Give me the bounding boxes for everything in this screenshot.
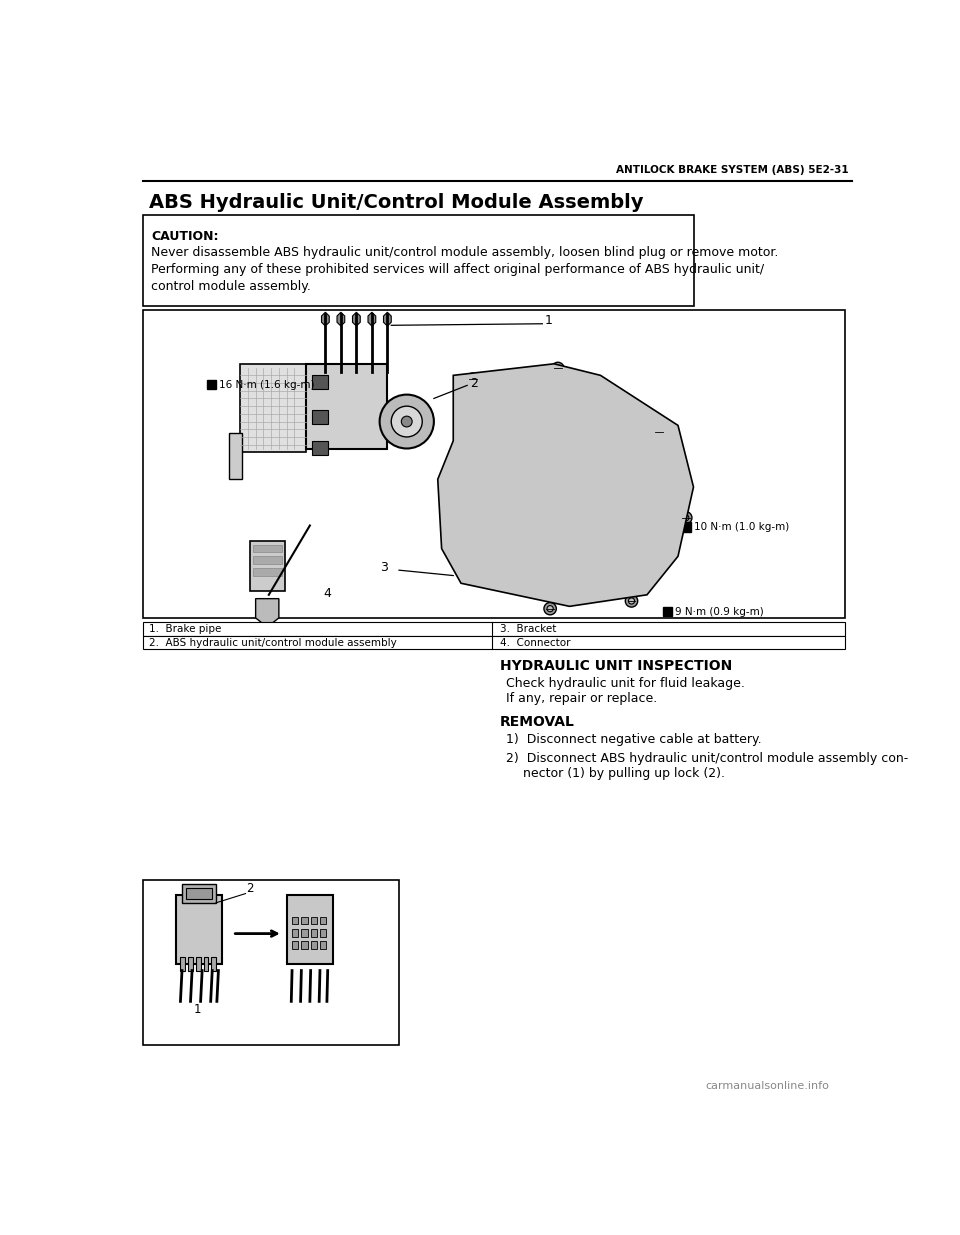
Bar bbox=[182, 884, 216, 903]
Bar bbox=[306, 364, 388, 448]
Text: 4: 4 bbox=[324, 587, 331, 600]
Text: 16 N·m (1.6 kg-m): 16 N·m (1.6 kg-m) bbox=[219, 379, 315, 389]
Bar bbox=[320, 941, 326, 948]
Bar bbox=[143, 636, 845, 650]
Text: carmanualsonline.info: carmanualsonline.info bbox=[706, 1081, 829, 1091]
Ellipse shape bbox=[552, 362, 564, 374]
Ellipse shape bbox=[549, 405, 582, 437]
Ellipse shape bbox=[499, 448, 532, 480]
Bar bbox=[253, 545, 282, 552]
Text: 1.  Brake pipe: 1. Brake pipe bbox=[150, 624, 222, 634]
Bar bbox=[320, 916, 326, 924]
Bar bbox=[211, 957, 216, 971]
Bar bbox=[292, 929, 299, 936]
Bar bbox=[253, 556, 282, 564]
Text: 9 N·m (0.9 kg-m): 9 N·m (0.9 kg-m) bbox=[675, 606, 763, 616]
Bar bbox=[292, 916, 299, 924]
Text: 2.  ABS hydraulic unit/control module assembly: 2. ABS hydraulic unit/control module ass… bbox=[150, 637, 397, 647]
Bar bbox=[176, 895, 223, 965]
Bar bbox=[204, 957, 208, 971]
Bar bbox=[143, 879, 399, 1045]
Bar bbox=[143, 621, 845, 636]
Text: ANTILOCK BRAKE SYSTEM (ABS) 5E2-31: ANTILOCK BRAKE SYSTEM (ABS) 5E2-31 bbox=[616, 164, 849, 175]
Polygon shape bbox=[368, 312, 375, 326]
Bar bbox=[240, 364, 306, 452]
Bar bbox=[682, 522, 691, 531]
Bar bbox=[320, 929, 326, 936]
Bar bbox=[312, 410, 327, 424]
Text: ABS Hydraulic Unit/Control Module Assembly: ABS Hydraulic Unit/Control Module Assemb… bbox=[150, 193, 644, 211]
Polygon shape bbox=[337, 312, 345, 326]
Bar bbox=[301, 941, 307, 948]
Ellipse shape bbox=[392, 406, 422, 437]
Bar bbox=[186, 888, 212, 899]
Ellipse shape bbox=[507, 456, 524, 472]
Bar bbox=[287, 895, 333, 965]
Ellipse shape bbox=[600, 471, 616, 488]
Bar bbox=[206, 380, 216, 389]
Bar bbox=[301, 929, 307, 936]
Text: 10 N·m (1.0 kg-m): 10 N·m (1.0 kg-m) bbox=[694, 522, 789, 532]
Text: HYDRAULIC UNIT INSPECTION: HYDRAULIC UNIT INSPECTION bbox=[500, 658, 732, 673]
Bar bbox=[196, 957, 201, 971]
Text: Check hydraulic unit for fluid leakage.: Check hydraulic unit for fluid leakage. bbox=[506, 677, 745, 690]
Bar bbox=[662, 608, 672, 616]
Ellipse shape bbox=[401, 416, 412, 427]
Ellipse shape bbox=[492, 517, 524, 550]
Text: control module assembly.: control module assembly. bbox=[151, 280, 311, 293]
Text: 4.  Connector: 4. Connector bbox=[500, 637, 570, 647]
Polygon shape bbox=[322, 312, 329, 326]
Ellipse shape bbox=[625, 595, 637, 608]
Text: 1: 1 bbox=[544, 314, 553, 327]
Bar bbox=[251, 541, 285, 592]
Ellipse shape bbox=[467, 373, 479, 385]
Ellipse shape bbox=[653, 425, 665, 437]
Ellipse shape bbox=[656, 429, 661, 435]
Bar bbox=[312, 375, 327, 389]
Bar bbox=[292, 941, 299, 948]
Ellipse shape bbox=[545, 525, 578, 557]
Ellipse shape bbox=[680, 511, 692, 524]
Text: Never disassemble ABS hydraulic unit/control module assembly, loosen blind plug : Never disassemble ABS hydraulic unit/con… bbox=[151, 246, 779, 258]
Polygon shape bbox=[438, 364, 693, 606]
Bar bbox=[301, 916, 307, 924]
Polygon shape bbox=[255, 599, 278, 624]
Text: REMOVAL: REMOVAL bbox=[500, 715, 575, 729]
Bar bbox=[143, 215, 693, 306]
Ellipse shape bbox=[469, 377, 476, 383]
Bar bbox=[312, 441, 327, 454]
Ellipse shape bbox=[592, 463, 625, 495]
Bar bbox=[311, 916, 317, 924]
Bar bbox=[311, 929, 317, 936]
Ellipse shape bbox=[557, 412, 574, 430]
Polygon shape bbox=[352, 312, 360, 326]
Ellipse shape bbox=[683, 515, 689, 521]
Ellipse shape bbox=[553, 532, 570, 550]
Text: 2: 2 bbox=[247, 883, 253, 895]
Bar bbox=[143, 310, 845, 618]
Text: If any, repair or replace.: If any, repair or replace. bbox=[506, 693, 658, 705]
Text: Performing any of these prohibited services will affect original performance of : Performing any of these prohibited servi… bbox=[151, 263, 764, 277]
Text: 2: 2 bbox=[470, 377, 478, 389]
Bar bbox=[253, 568, 282, 576]
Text: 1: 1 bbox=[194, 1003, 202, 1015]
Text: nector (1) by pulling up lock (2).: nector (1) by pulling up lock (2). bbox=[523, 767, 725, 781]
Text: 3: 3 bbox=[379, 562, 388, 574]
Bar bbox=[311, 941, 317, 948]
Ellipse shape bbox=[499, 525, 516, 542]
Ellipse shape bbox=[555, 366, 561, 372]
Ellipse shape bbox=[547, 605, 553, 611]
Text: CAUTION:: CAUTION: bbox=[151, 230, 219, 243]
Bar bbox=[228, 433, 243, 479]
Bar bbox=[180, 957, 185, 971]
Text: 3.  Bracket: 3. Bracket bbox=[500, 624, 556, 634]
Ellipse shape bbox=[629, 598, 635, 604]
Ellipse shape bbox=[544, 603, 557, 615]
Bar bbox=[188, 957, 193, 971]
Ellipse shape bbox=[379, 395, 434, 448]
Text: 2)  Disconnect ABS hydraulic unit/control module assembly con-: 2) Disconnect ABS hydraulic unit/control… bbox=[506, 752, 908, 764]
Polygon shape bbox=[383, 312, 392, 326]
Text: 1)  Disconnect negative cable at battery.: 1) Disconnect negative cable at battery. bbox=[506, 734, 761, 746]
